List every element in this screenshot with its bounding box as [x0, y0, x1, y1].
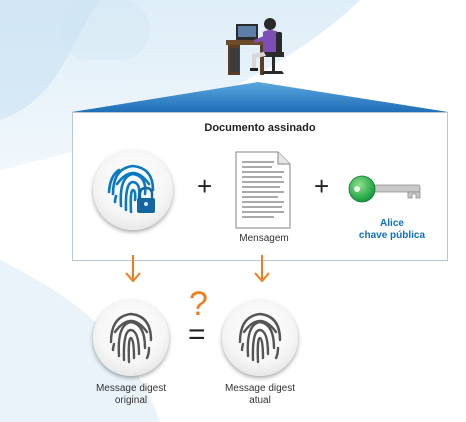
current-digest-line1: Message digest — [224, 383, 296, 394]
alice-name: Alice — [380, 218, 404, 229]
arrow-down-icon — [125, 255, 141, 283]
equals-sign: = — [188, 318, 206, 351]
key-icon — [348, 175, 421, 203]
question-mark: ? — [189, 285, 208, 323]
original-digest-circle — [93, 300, 169, 376]
public-key-text: chave pública — [358, 230, 426, 241]
current-digest-circle — [222, 300, 298, 376]
fingerprint-lock-icon — [107, 164, 155, 214]
document-icon — [235, 151, 291, 229]
person-at-computer-icon — [226, 18, 284, 75]
current-digest-label: Message digest atual — [205, 383, 315, 407]
plus-sign-2: + — [314, 171, 330, 201]
alice-key-label: Alice chave pública — [344, 218, 440, 242]
original-digest-label: Message digest original — [76, 383, 186, 407]
plus-sign-1: + — [197, 171, 213, 201]
fingerprint-icon — [238, 312, 282, 364]
fingerprint-icon — [109, 312, 153, 364]
panel-title: Documento assinado — [204, 122, 316, 134]
message-label: Mensagem — [239, 233, 289, 244]
current-digest-line2: atual — [249, 395, 271, 406]
arrow-down-icon — [254, 255, 270, 283]
original-digest-line1: Message digest — [95, 383, 167, 394]
original-digest-line2: original — [114, 395, 148, 406]
signed-digest-circle — [93, 150, 173, 230]
